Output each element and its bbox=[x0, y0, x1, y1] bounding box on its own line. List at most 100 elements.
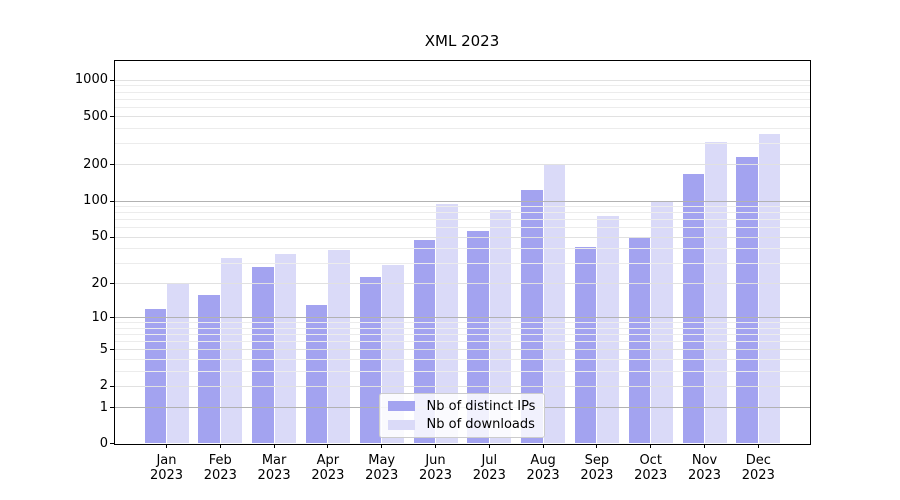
x-tick-dec bbox=[757, 444, 759, 448]
gridline-y-70 bbox=[114, 219, 810, 221]
y-tick-label-100: 100 bbox=[83, 193, 108, 209]
y-tick-label-50: 50 bbox=[91, 229, 108, 245]
legend: Nb of distinct IPs Nb of downloads bbox=[378, 393, 545, 438]
legend-item-distinct-ips: Nb of distinct IPs bbox=[380, 398, 544, 414]
x-tick-jul bbox=[488, 444, 490, 448]
y-tick-1 bbox=[110, 407, 114, 409]
bar-feb-downloads bbox=[220, 258, 243, 444]
bar-apr-downloads bbox=[328, 249, 350, 444]
x-tick-label-sep: Sep 2023 bbox=[580, 453, 614, 483]
y-tick-200 bbox=[110, 164, 114, 166]
x-tick-jan bbox=[166, 444, 167, 448]
x-tick-label-feb: Feb 2023 bbox=[203, 453, 237, 483]
gridline-y-60 bbox=[114, 227, 810, 229]
y-tick-2 bbox=[110, 385, 114, 387]
gridline-y-900 bbox=[114, 85, 810, 87]
bar-dec-downloads bbox=[758, 134, 781, 444]
plot-area-frame bbox=[113, 59, 811, 445]
gridline-y-7 bbox=[114, 334, 810, 336]
x-tick-sep bbox=[596, 444, 598, 448]
gridline-y-9 bbox=[114, 322, 810, 324]
x-tick-mar bbox=[273, 444, 275, 448]
chart-title: XML 2023 bbox=[424, 32, 500, 50]
x-tick-oct bbox=[650, 444, 652, 448]
y-tick-20 bbox=[110, 283, 114, 285]
gridline-y-4 bbox=[114, 358, 810, 360]
legend-swatch-distinct-ips bbox=[387, 401, 415, 412]
y-tick-label-5: 5 bbox=[99, 341, 108, 357]
bar-nov-downloads bbox=[705, 142, 727, 444]
gridline-y-800 bbox=[114, 91, 810, 93]
x-tick-label-oct: Oct 2023 bbox=[634, 453, 668, 483]
x-tick-may bbox=[381, 444, 383, 448]
bar-jul-distinct-ips bbox=[467, 231, 489, 444]
bar-mar-distinct-ips bbox=[252, 266, 274, 444]
legend-label-distinct-ips: Nb of distinct IPs bbox=[426, 398, 536, 414]
bar-apr-distinct-ips bbox=[305, 305, 328, 444]
gridline-y-700 bbox=[114, 98, 810, 100]
gridline-y-5 bbox=[114, 349, 810, 351]
bar-may-distinct-ips bbox=[359, 276, 382, 444]
gridline-y-2 bbox=[114, 385, 810, 387]
legend-item-downloads: Nb of downloads bbox=[380, 417, 544, 433]
y-tick-label-1000: 1000 bbox=[74, 72, 108, 88]
x-tick-apr bbox=[327, 444, 329, 448]
bar-aug-downloads bbox=[543, 164, 566, 444]
gridline-y-30 bbox=[114, 262, 810, 264]
gridline-y-50 bbox=[114, 236, 810, 238]
bar-feb-distinct-ips bbox=[198, 294, 220, 444]
legend-label-downloads: Nb of downloads bbox=[426, 417, 535, 433]
bar-dec-distinct-ips bbox=[736, 156, 758, 444]
x-tick-label-mar: Mar 2023 bbox=[257, 453, 291, 483]
bar-mar-downloads bbox=[274, 253, 297, 444]
gridline-y-500 bbox=[114, 116, 810, 118]
x-tick-label-nov: Nov 2023 bbox=[687, 453, 722, 483]
y-tick-100 bbox=[110, 200, 114, 202]
y-tick-label-10: 10 bbox=[91, 309, 108, 325]
bar-jan-downloads bbox=[167, 283, 189, 444]
bar-oct-downloads bbox=[651, 201, 673, 444]
bar-nov-distinct-ips bbox=[682, 174, 704, 444]
y-tick-1000 bbox=[110, 79, 114, 81]
y-tick-500 bbox=[110, 116, 114, 118]
y-tick-label-0: 0 bbox=[99, 435, 108, 451]
gridline-y-1000 bbox=[114, 79, 810, 81]
x-tick-label-jul: Jul 2023 bbox=[472, 453, 506, 483]
y-tick-label-20: 20 bbox=[91, 275, 108, 291]
bar-jun-downloads bbox=[436, 204, 458, 444]
y-tick-0 bbox=[110, 443, 114, 444]
y-tick-5 bbox=[110, 349, 114, 351]
y-tick-label-2: 2 bbox=[99, 378, 108, 394]
gridline-y-3 bbox=[114, 370, 810, 372]
y-tick-10 bbox=[110, 317, 114, 319]
gridline-y-40 bbox=[114, 248, 810, 250]
y-tick-label-500: 500 bbox=[83, 108, 108, 124]
gridline-y-80 bbox=[114, 212, 810, 214]
gridline-y-300 bbox=[114, 143, 810, 145]
gridline-y-100 bbox=[114, 200, 810, 202]
x-tick-label-aug: Aug 2023 bbox=[526, 453, 560, 483]
bar-oct-distinct-ips bbox=[628, 238, 651, 444]
gridline-y-6 bbox=[114, 341, 810, 343]
x-tick-nov bbox=[704, 444, 705, 448]
x-tick-aug bbox=[542, 444, 544, 448]
bar-sep-distinct-ips bbox=[574, 247, 597, 444]
x-tick-label-jan: Jan 2023 bbox=[149, 453, 184, 483]
x-tick-jun bbox=[435, 444, 436, 448]
x-tick-label-jun: Jun 2023 bbox=[418, 453, 453, 483]
gridline-y-20 bbox=[114, 283, 810, 285]
gridline-y-200 bbox=[114, 164, 810, 166]
y-tick-label-1: 1 bbox=[99, 399, 108, 415]
legend-swatch-downloads bbox=[387, 419, 415, 430]
x-tick-label-may: May 2023 bbox=[365, 453, 399, 483]
bar-aug-distinct-ips bbox=[521, 189, 543, 444]
x-tick-label-dec: Dec 2023 bbox=[741, 453, 775, 483]
gridline-y-600 bbox=[114, 106, 810, 108]
bar-jan-distinct-ips bbox=[144, 309, 166, 444]
y-tick-50 bbox=[110, 236, 114, 238]
gridline-y-10 bbox=[114, 317, 810, 319]
